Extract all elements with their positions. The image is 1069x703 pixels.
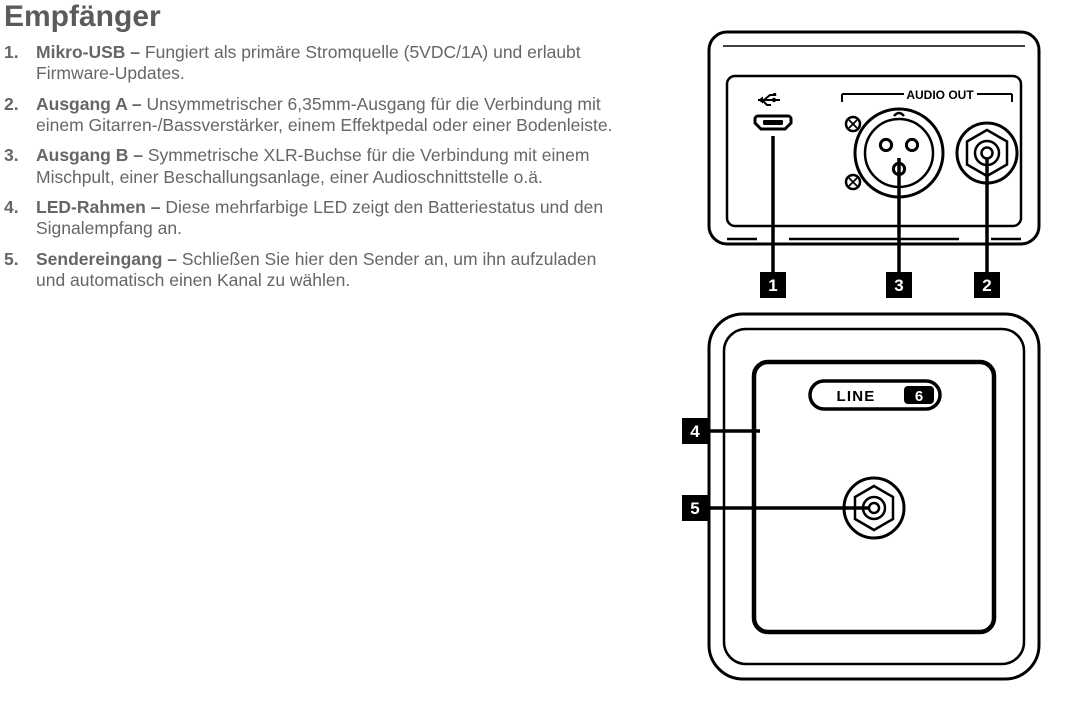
diagram-column: AUDIO OUT: [624, 0, 1059, 698]
svg-text:3: 3: [894, 276, 903, 295]
audio-out-label: AUDIO OUT: [906, 88, 974, 102]
xlr-port: [846, 109, 943, 197]
list-item: LED-Rahmen – Diese mehrfarbige LED zeigt…: [4, 197, 624, 240]
term: Sendereingang –: [36, 249, 182, 269]
list-item: Mikro-USB – Fungiert als primäre Stromqu…: [4, 42, 624, 85]
term: LED-Rahmen –: [36, 197, 165, 217]
numbered-list: Mikro-USB – Fungiert als primäre Stromqu…: [4, 42, 624, 291]
section-title: Empfänger: [4, 0, 624, 34]
svg-text:5: 5: [690, 499, 699, 518]
term: Mikro-USB –: [36, 42, 145, 62]
term: Ausgang A –: [36, 94, 147, 114]
callout-5: 5: [682, 495, 708, 521]
svg-text:4: 4: [690, 422, 700, 441]
top-device: AUDIO OUT: [709, 32, 1039, 244]
callout-4: 4: [682, 418, 708, 444]
receiver-diagram: AUDIO OUT: [624, 18, 1054, 698]
term: Ausgang B –: [36, 145, 148, 165]
callout-2: 2: [974, 272, 1000, 298]
usb-port: [755, 116, 791, 129]
svg-text:2: 2: [982, 276, 991, 295]
list-item: Sendereingang – Schließen Sie hier den S…: [4, 249, 624, 292]
brand-logo: LINE 6: [810, 381, 940, 409]
list-item: Ausgang A – Unsymmetrischer 6,35mm-Ausga…: [4, 94, 624, 137]
list-item: Ausgang B – Symmetrische XLR-Buchse für …: [4, 145, 624, 188]
bottom-device: LINE 6: [709, 314, 1039, 679]
svg-text:6: 6: [915, 388, 923, 405]
svg-text:LINE: LINE: [837, 388, 876, 405]
callout-1: 1: [760, 272, 786, 298]
svg-text:1: 1: [768, 276, 777, 295]
callout-3: 3: [886, 272, 912, 298]
